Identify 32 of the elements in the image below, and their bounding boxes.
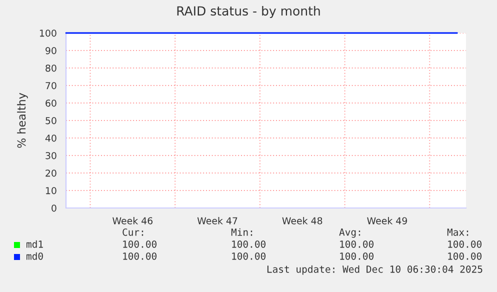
text: Max: (447, 228, 468, 236)
y-tick-label: 100 (40, 30, 56, 37)
text: 100.00 (448, 240, 482, 248)
x-tick-label: Week 49 (367, 217, 407, 224)
x-tick-label: Week 46 (112, 217, 153, 224)
y-tick-label: 20 (46, 170, 56, 177)
text: 100.00 (232, 252, 266, 260)
text: 100.00 (123, 252, 156, 260)
y-tick-label: 50 (46, 117, 56, 124)
y-tick-label: 10 (46, 187, 56, 194)
text: Cur: (122, 228, 144, 236)
y-tick-label: 0 (52, 204, 56, 212)
y-tick-label: 90 (46, 47, 56, 54)
y-tick-label: 70 (46, 82, 56, 90)
text: Min: (231, 228, 252, 236)
legend-label: md0 (26, 252, 43, 260)
text: 100.00 (123, 240, 156, 248)
text: 100.00 (340, 240, 374, 248)
y-tick-label: 30 (46, 152, 56, 160)
text: Avg: (339, 228, 360, 238)
text: 100.00 (340, 252, 374, 260)
x-tick-label: Week 48 (282, 217, 322, 224)
legend-label: md1 (26, 240, 43, 248)
y-tick-label: 40 (45, 134, 56, 142)
y-tick-label: 60 (46, 100, 56, 107)
x-tick-label: Week 47 (197, 217, 238, 224)
text: Last update: Wed Dec 10 06:30:04 2025 (267, 265, 482, 275)
chart-title: RAID status - by month (177, 6, 320, 18)
y-axis-title: % healthy (17, 92, 28, 148)
y-tick-label: 80 (46, 64, 56, 72)
text: 100.00 (448, 252, 482, 260)
text: 100.00 (232, 240, 266, 248)
